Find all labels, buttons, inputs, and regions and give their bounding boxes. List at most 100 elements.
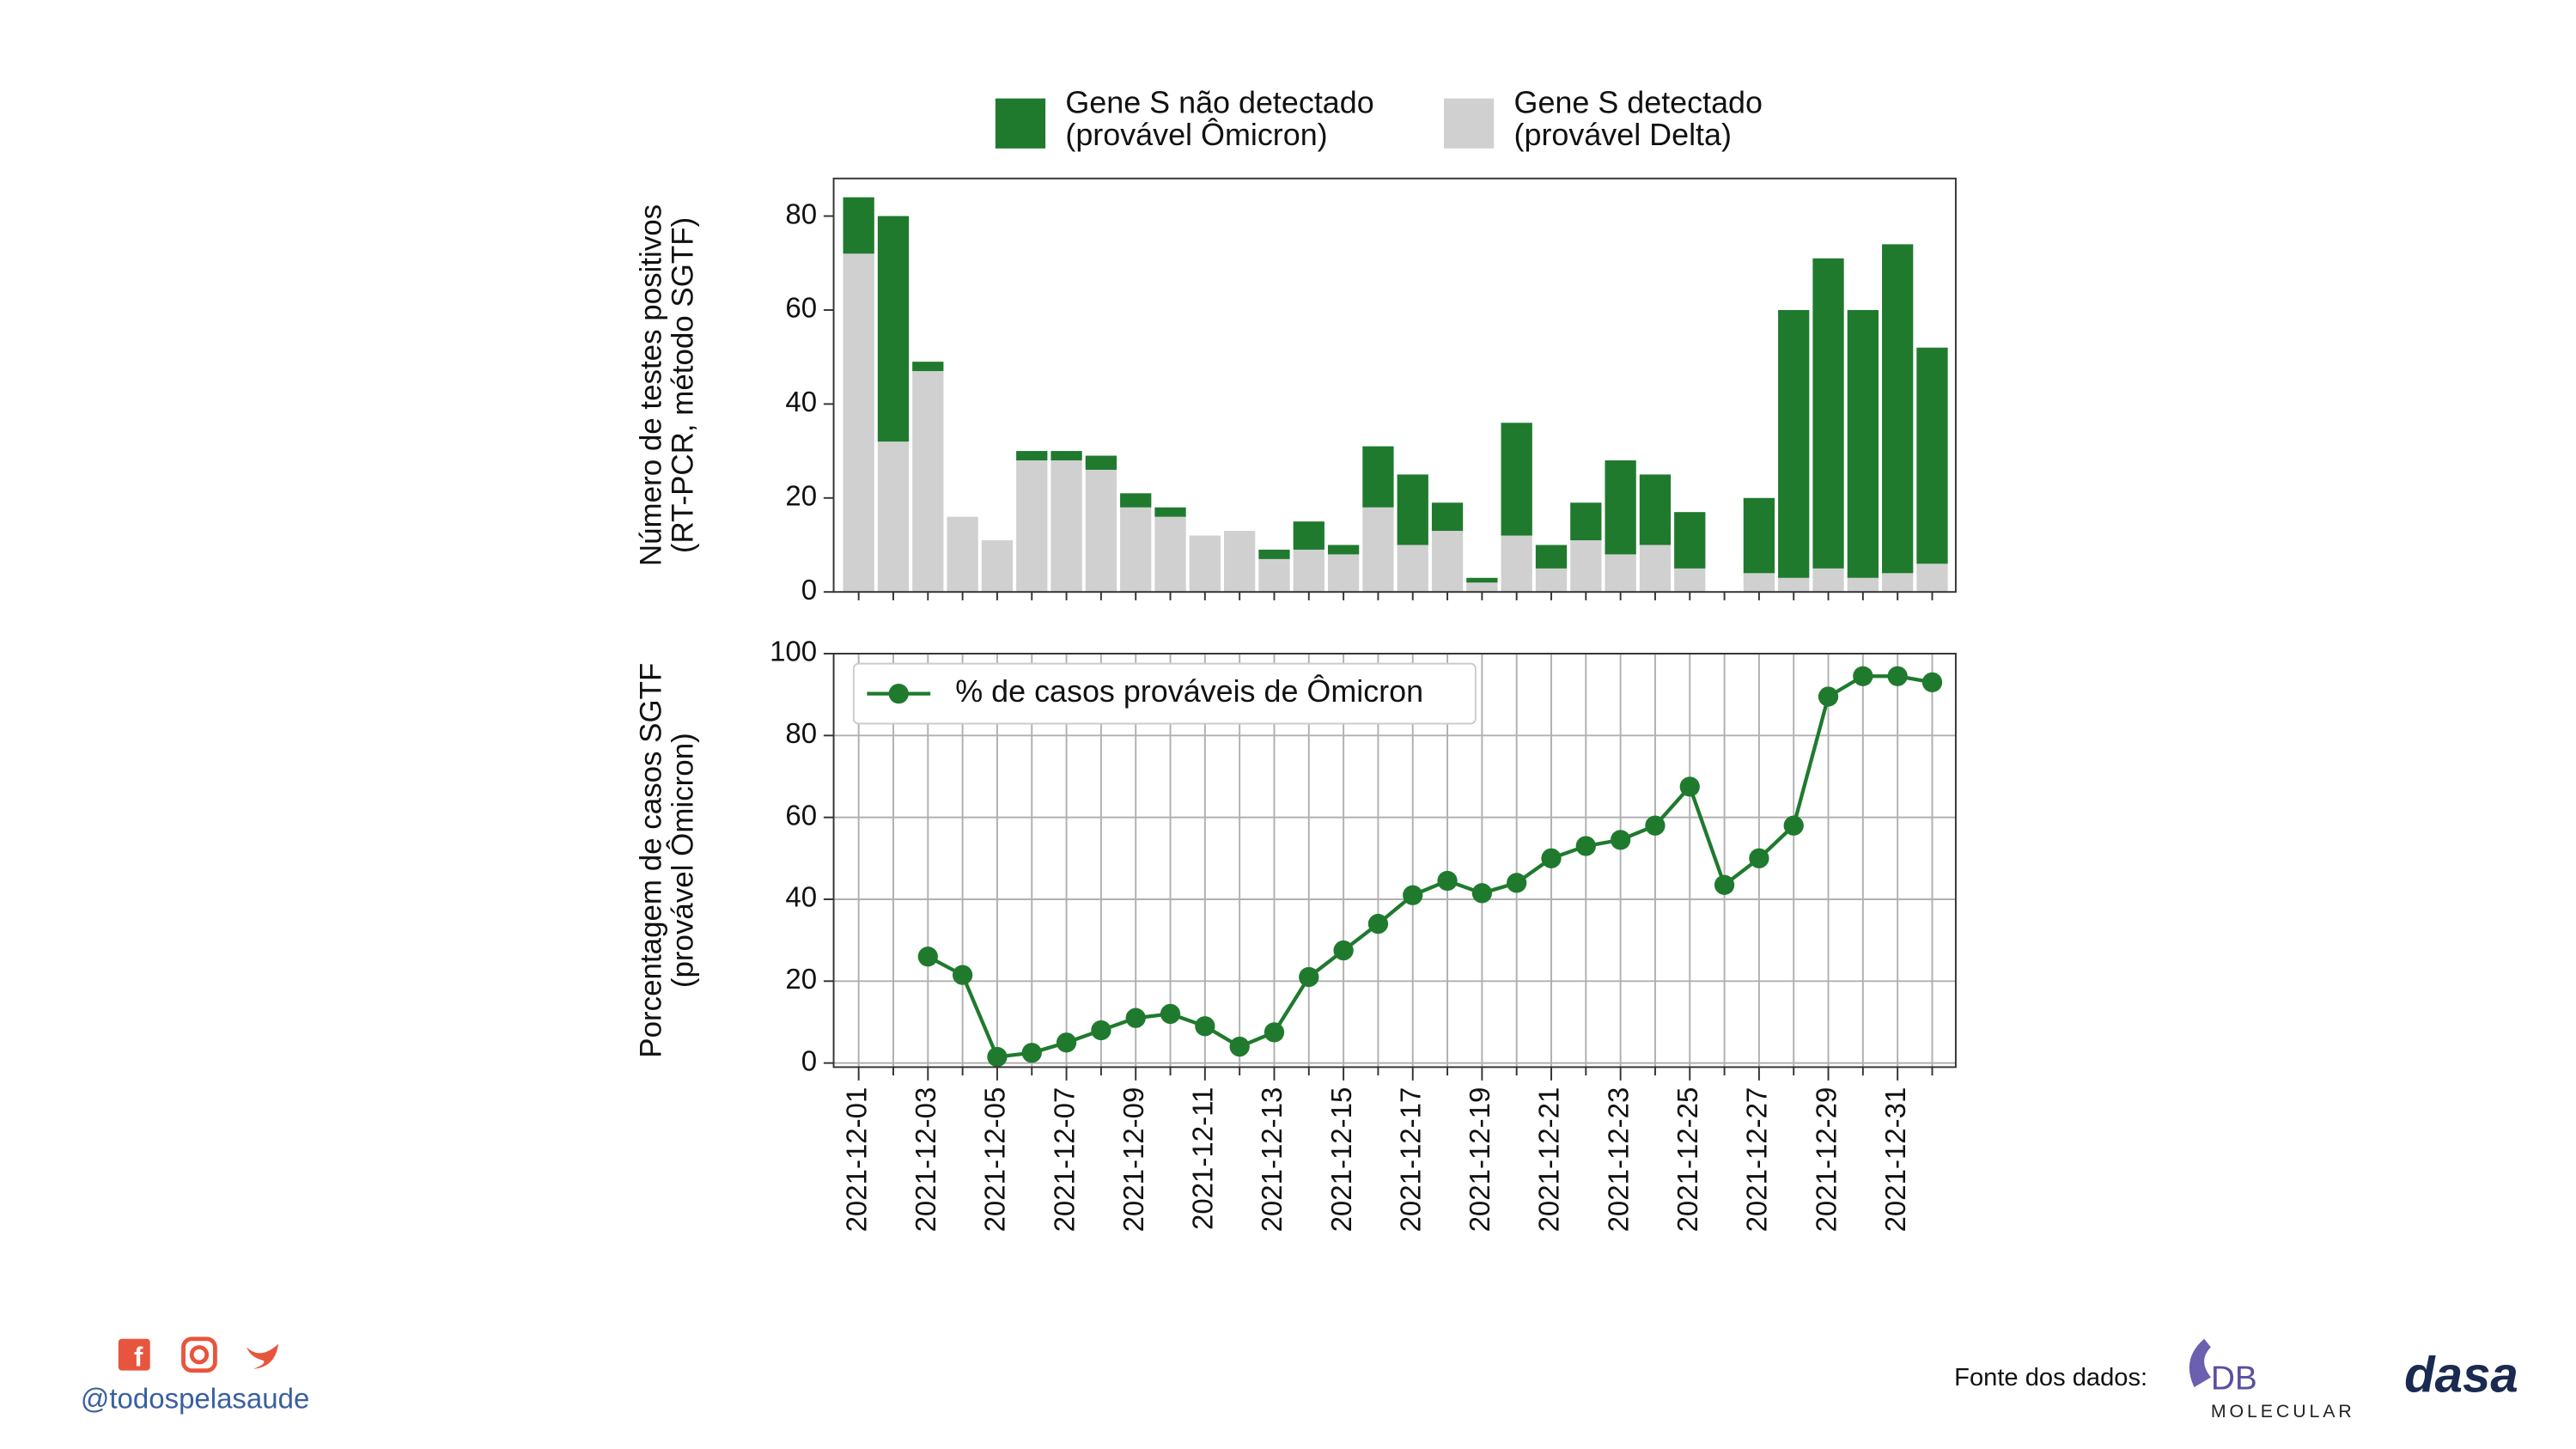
bar-segment — [981, 540, 1014, 593]
plot-frame — [832, 177, 1957, 594]
bar-segment — [1327, 554, 1360, 593]
x-tick-label: 2021-12-29 — [1810, 1087, 1842, 1233]
bar-segment — [1535, 568, 1568, 593]
x-tick-label: 2021-12-07 — [1048, 1087, 1080, 1233]
logo-shape — [2189, 1338, 2211, 1388]
x-tick-label: 2021-12-27 — [1741, 1087, 1773, 1233]
source-label: Fonte dos dados: — [1954, 1364, 2147, 1391]
point — [1056, 1032, 1077, 1053]
point — [1333, 940, 1354, 961]
point — [1437, 870, 1458, 892]
point — [1125, 1008, 1146, 1028]
x-tick-label: 2021-12-05 — [979, 1087, 1011, 1233]
x-tick-label: 2021-12-09 — [1117, 1087, 1149, 1233]
point — [1575, 836, 1596, 856]
bar-segment — [1327, 545, 1360, 555]
y-tick-label: 60 — [785, 292, 817, 324]
bar-segment — [1466, 577, 1498, 583]
x-tick-label: 2021-12-17 — [1394, 1087, 1426, 1233]
bar-segment — [877, 216, 910, 442]
x-tick-label: 2021-12-19 — [1464, 1087, 1495, 1233]
x-tick-label: 2021-12-25 — [1672, 1087, 1703, 1233]
bar-segment — [1050, 460, 1082, 593]
point — [1783, 815, 1804, 836]
y-tick-label: 80 — [785, 717, 817, 749]
bar-segment — [1050, 451, 1082, 461]
bar-segment — [1397, 474, 1428, 545]
point — [1921, 672, 1943, 693]
plot-frame — [832, 653, 1957, 1068]
bar-segment — [912, 362, 944, 372]
bar-segment — [1674, 512, 1706, 569]
y-tick-label: 20 — [785, 963, 817, 995]
point — [1818, 686, 1839, 707]
point — [1507, 873, 1527, 893]
bar-segment — [1431, 531, 1464, 593]
logo-dasa: dasa — [2404, 1348, 2518, 1403]
bar-segment — [1154, 507, 1186, 517]
x-tick-label: 2021-12-23 — [1602, 1087, 1634, 1233]
bar-segment — [1362, 507, 1394, 593]
bar-segment — [912, 371, 944, 593]
bar-segment — [1882, 573, 1914, 593]
point — [1853, 666, 1873, 686]
legend-box — [852, 662, 1477, 725]
point — [1645, 815, 1666, 836]
point — [1610, 830, 1631, 850]
legend-swatch — [995, 98, 1046, 149]
bar-segment — [1189, 535, 1221, 593]
y-tick-label: 60 — [785, 799, 817, 831]
y-tick-label: 0 — [801, 1044, 817, 1076]
bar-segment — [1085, 469, 1117, 593]
legend-marker — [888, 683, 909, 704]
bar-segment — [947, 516, 978, 593]
bar-segment — [1466, 582, 1498, 593]
y-axis-label: Número de testes positivos(RT-PCR, métod… — [635, 204, 700, 566]
svg-text:f: f — [134, 1342, 143, 1372]
x-tick-label: 2021-12-11 — [1187, 1087, 1219, 1230]
bar-segment — [1431, 502, 1464, 532]
point — [1679, 776, 1700, 797]
point — [1195, 1016, 1215, 1037]
bar-segment — [1882, 244, 1914, 574]
bar-segment — [843, 197, 874, 254]
bar-segment — [1120, 493, 1152, 508]
bar-segment — [1154, 516, 1186, 593]
y-tick-label: 100 — [770, 636, 817, 667]
bar-segment — [1570, 540, 1602, 593]
point — [1471, 883, 1493, 904]
bar-segment — [1812, 258, 1844, 569]
point — [1229, 1036, 1250, 1057]
bar-segment — [1362, 446, 1394, 508]
bar-segment — [1501, 423, 1532, 536]
bar-segment — [1916, 347, 1948, 564]
bar-segment — [1120, 507, 1152, 593]
point — [1403, 885, 1423, 905]
bar-segment — [1639, 545, 1672, 593]
bar-segment — [1293, 549, 1325, 593]
point — [1714, 874, 1735, 895]
handle: @todospelasaude — [81, 1382, 309, 1414]
bar-segment — [1501, 535, 1532, 593]
bar-segment — [1743, 497, 1775, 574]
bar-segment — [843, 253, 874, 593]
x-tick-label: 2021-12-03 — [910, 1087, 941, 1233]
legend-label: % de casos prováveis de Ômicron — [955, 673, 1423, 709]
y-tick-label: 80 — [785, 198, 817, 229]
bar-segment — [1674, 568, 1706, 593]
x-tick-label: 2021-12-13 — [1256, 1087, 1288, 1233]
bar-segment — [1605, 554, 1636, 593]
point — [1160, 1003, 1181, 1025]
point — [1091, 1020, 1111, 1041]
point — [1299, 966, 1319, 988]
logo-sub: MOLECULAR — [2211, 1401, 2355, 1422]
y-axis-label: Porcentagem de casos SGTF(provável Ômicr… — [635, 663, 700, 1058]
y-tick-label: 0 — [801, 574, 817, 606]
bar-segment — [1778, 309, 1810, 578]
bar-segment — [1605, 460, 1636, 555]
bar-segment — [1016, 460, 1048, 593]
x-tick-label: 2021-12-15 — [1325, 1087, 1357, 1233]
x-tick-label: 2021-12-31 — [1879, 1087, 1911, 1233]
